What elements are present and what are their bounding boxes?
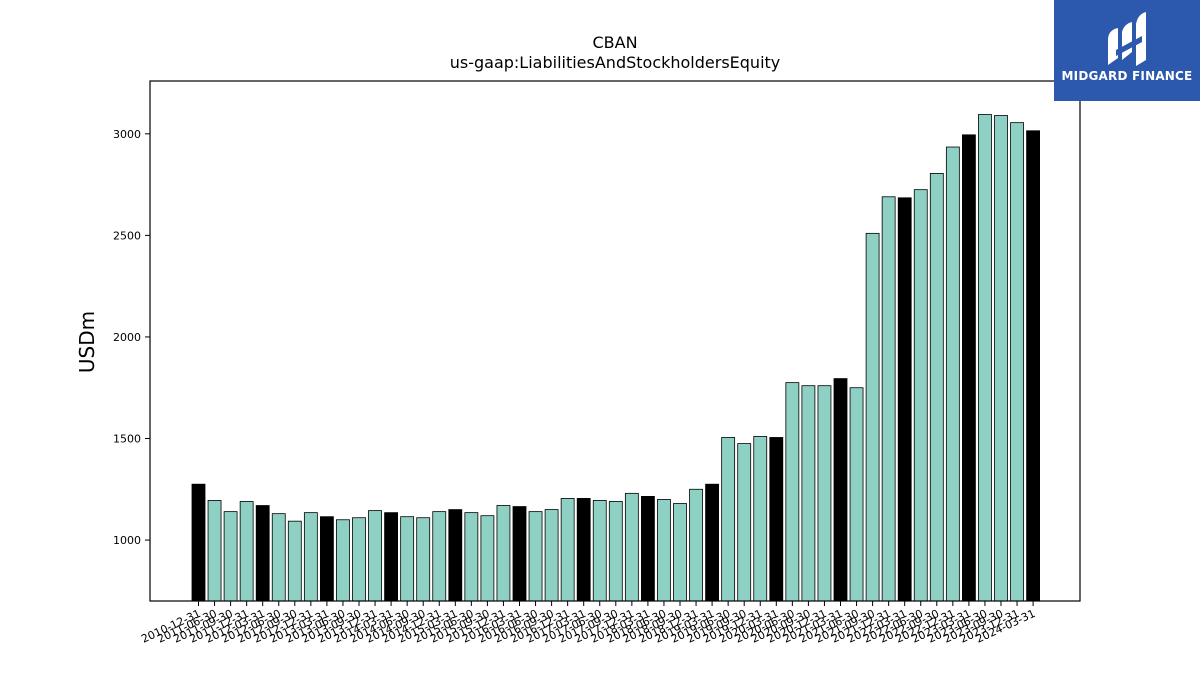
bar-2016-06-30 [544, 509, 559, 602]
y-axis-label: USDm [75, 311, 99, 373]
bar-2021-12-31 [897, 197, 912, 602]
bar-2018-12-31 [705, 483, 719, 602]
bar-2014-03-31 [400, 516, 415, 602]
bar-2019-06-30 [737, 443, 752, 602]
bar-2019-09-30 [753, 436, 768, 602]
bar-2015-09-30 [496, 505, 511, 602]
x-axis: 2010-12-312011-06-302011-09-302011-12-31… [139, 601, 1037, 646]
bar-2014-09-30 [432, 511, 447, 602]
bar-2013-03-31 [336, 519, 350, 602]
bar-2017-12-31 [641, 495, 655, 602]
bar-2013-09-30 [368, 510, 382, 602]
bar-2011-06-30 [223, 511, 238, 602]
bar-2021-06-30 [865, 232, 880, 602]
y-tick-label: 1500 [113, 433, 141, 446]
bar-2012-03-31 [271, 513, 286, 602]
bar-2018-03-31 [657, 499, 671, 602]
y-tick-label: 3000 [113, 128, 141, 141]
plot-frame [149, 80, 1081, 602]
bars-group [191, 114, 1040, 602]
bar-2016-09-30 [560, 498, 575, 602]
bar-2014-06-30 [416, 517, 431, 602]
y-tick-label: 2500 [113, 229, 141, 242]
bar-2023-03-31 [978, 114, 992, 602]
midgard-finance-logo: MIDGARD FINANCE [1054, 0, 1200, 101]
bar-2021-03-31 [849, 387, 864, 602]
y-axis: 1000 1500 2000 2500 3000 [113, 128, 150, 547]
bar-2012-09-30 [303, 512, 318, 602]
bar-2019-03-31 [721, 437, 736, 602]
bar-2017-06-30 [608, 501, 623, 602]
bar-2011-09-30 [239, 501, 254, 602]
bar-2018-06-30 [673, 503, 687, 602]
bar-2011-12-31 [255, 505, 270, 602]
midgard-logo-icon [1108, 12, 1146, 66]
bar-2023-09-30 [1010, 122, 1024, 602]
bar-2022-06-30 [929, 173, 944, 602]
bar-2023-12-31 [1026, 130, 1040, 602]
bar-2020-12-31 [833, 378, 848, 602]
bar-2022-03-31 [913, 189, 928, 602]
bar-2014-12-31 [448, 509, 463, 602]
bar-2020-06-30 [801, 385, 816, 602]
bar-2016-03-31 [528, 511, 543, 602]
bar-2019-12-31 [769, 437, 784, 602]
bar-2010-12-31 [191, 483, 206, 602]
bar-2022-09-30 [945, 146, 960, 602]
bar-2015-12-31 [512, 506, 527, 602]
bar-2018-09-30 [689, 488, 703, 602]
bar-2016-12-31 [576, 498, 591, 602]
bar-2011-03-31 [207, 500, 222, 602]
bar-2022-12-31 [962, 134, 976, 602]
y-tick-label: 1000 [113, 534, 141, 547]
bar-2012-06-30 [287, 520, 302, 602]
bar-2015-03-31 [464, 512, 479, 602]
bar-2015-06-30 [480, 515, 495, 602]
bar-2013-12-31 [384, 512, 399, 602]
bar-2017-03-31 [592, 500, 607, 602]
bar-2021-09-30 [881, 196, 896, 602]
bar-2017-09-30 [624, 492, 639, 602]
bar-2013-06-30 [352, 517, 366, 602]
chart-subtitle: us-gaap:LiabilitiesAndStockholdersEquity [450, 53, 781, 72]
y-tick-label: 2000 [113, 331, 141, 344]
bar-2020-03-31 [785, 382, 800, 602]
bar-2023-06-30 [994, 115, 1008, 602]
logo-text: MIDGARD FINANCE [1061, 69, 1193, 83]
bar-2012-12-31 [319, 516, 334, 602]
chart-title: CBAN [592, 33, 637, 52]
bar-2020-09-30 [817, 385, 832, 602]
